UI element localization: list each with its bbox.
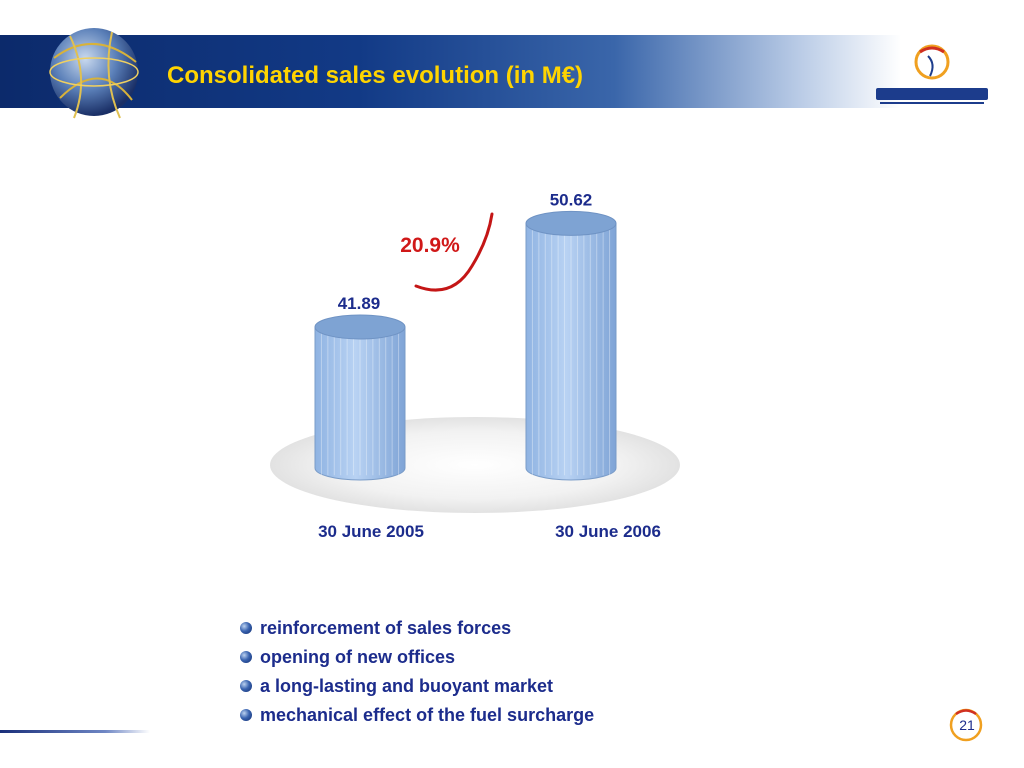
bar-value-label-2005: 41.89 [338, 294, 381, 313]
bar-2006 [525, 210, 617, 481]
bullet-list: reinforcement of sales forces opening of… [240, 616, 594, 732]
bullet-text: opening of new offices [260, 647, 456, 667]
globe-icon [49, 28, 139, 119]
bullet-icon [240, 680, 252, 692]
growth-arrow [414, 212, 494, 292]
bar-2005 [314, 314, 406, 481]
bullet-item: opening of new offices [240, 645, 594, 674]
bullet-icon [240, 651, 252, 663]
bullet-item: a long-lasting and buoyant market [240, 674, 594, 703]
x-tick-label-2006: 30 June 2006 [555, 522, 661, 541]
bullet-icon [240, 709, 252, 721]
header-banner [0, 35, 1024, 108]
bullet-item: reinforcement of sales forces [240, 616, 594, 645]
bar-value-label-2006: 50.62 [550, 190, 593, 209]
page-swirl-icon [949, 708, 983, 742]
bullet-text: a long-lasting and buoyant market [260, 676, 554, 696]
bullet-icon [240, 622, 252, 634]
page-number: 21 [959, 717, 975, 733]
growth-label: 20.9% [400, 234, 460, 257]
bullet-text: mechanical effect of the fuel surcharge [260, 705, 595, 725]
bullet-item: mechanical effect of the fuel surcharge [240, 703, 594, 732]
slide-title: Consolidated sales evolution (in M€) [167, 62, 584, 89]
x-tick-label-2005: 30 June 2005 [318, 522, 424, 541]
footer-line [0, 730, 150, 733]
sales-chart: 41.89 50.62 20.9% 30 June 2005 30 June 2… [270, 190, 680, 541]
clasquin-logo [876, 44, 988, 104]
bullet-text: reinforcement of sales forces [260, 618, 512, 638]
